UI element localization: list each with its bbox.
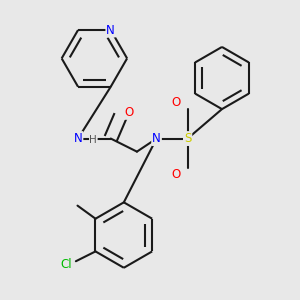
Text: N: N [74,132,82,145]
Text: H: H [89,135,97,145]
Text: Cl: Cl [60,258,72,271]
Text: O: O [172,96,181,109]
Text: O: O [172,168,181,181]
Text: O: O [124,106,134,119]
Text: N: N [152,132,161,145]
Text: N: N [106,24,115,37]
Text: S: S [184,132,191,145]
